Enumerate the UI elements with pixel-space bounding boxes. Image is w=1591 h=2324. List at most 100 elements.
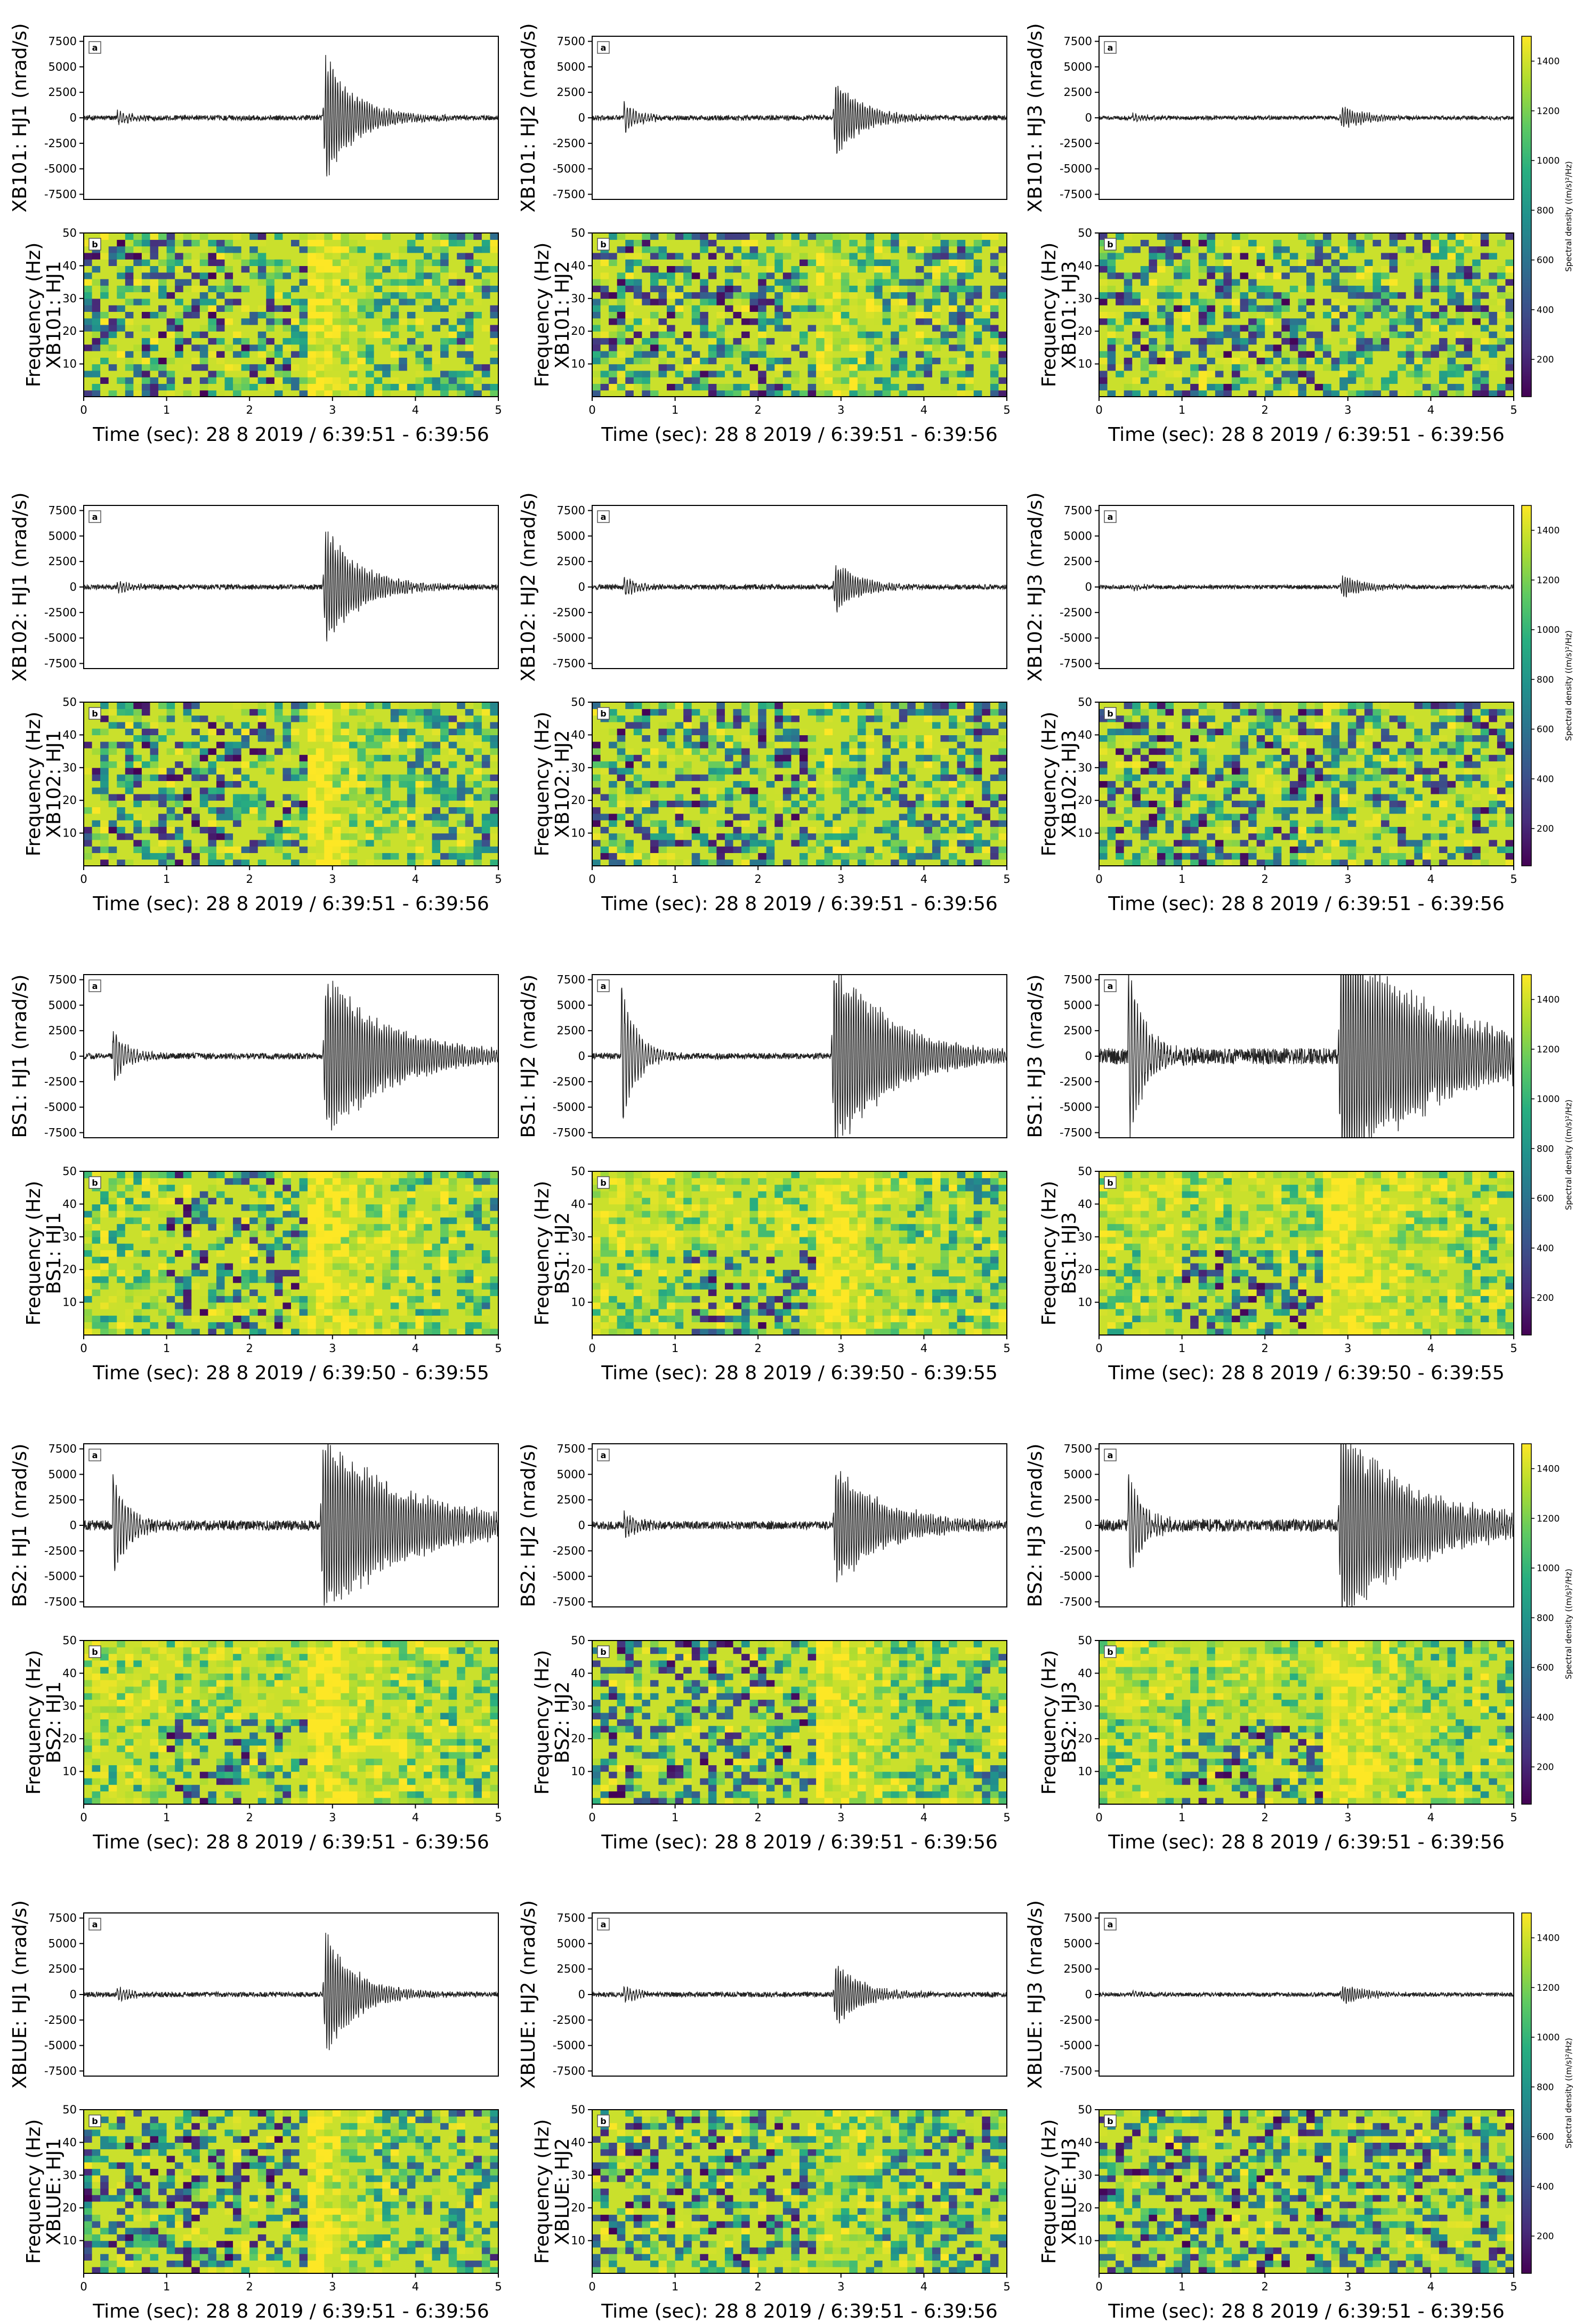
y-tick-label: 5000 xyxy=(49,529,77,542)
y-tick-label: 5000 xyxy=(557,1937,585,1950)
y-tick-label: 30 xyxy=(1078,292,1092,305)
panel-label-a: a xyxy=(601,981,607,991)
y-tick-label: 10 xyxy=(1078,1296,1092,1309)
y-tick-label: -7500 xyxy=(44,657,77,670)
y-tick-label: 50 xyxy=(571,696,585,709)
y-tick-label: 7500 xyxy=(1064,1912,1092,1925)
panel-label-b: b xyxy=(600,1647,606,1657)
colorbar-label: Spectral density ((m/s)²/Hz) xyxy=(1564,1569,1573,1679)
y-tick-label: 20 xyxy=(62,794,77,807)
x-tick-label: 5 xyxy=(1003,2280,1010,2293)
x-tick-label: 2 xyxy=(755,404,762,416)
y-tick-label: -2500 xyxy=(553,1075,585,1088)
spectrogram-ylabel-line1: Frequency (Hz) xyxy=(1038,243,1060,387)
spectrogram-axes-frame xyxy=(1099,1171,1514,1336)
colorbar-tick-label: 400 xyxy=(1537,1243,1554,1254)
time-xlabel: Time (sec): 28 8 2019 / 6:39:51 - 6:39:5… xyxy=(92,424,489,446)
colorbar-tick-label: 800 xyxy=(1537,1144,1554,1154)
y-tick-label: 40 xyxy=(62,259,77,272)
colorbar-label: Spectral density ((m/s)²/Hz) xyxy=(1564,1099,1573,1210)
spectrogram-ylabel-line2: XBLUE: HJ1 xyxy=(43,2138,65,2245)
spectrogram-heatmap xyxy=(1099,702,1514,866)
y-tick-label: 7500 xyxy=(1064,35,1092,48)
x-tick-label: 0 xyxy=(80,873,87,886)
y-tick-label: -7500 xyxy=(1060,2064,1092,2077)
x-tick-label: 0 xyxy=(80,2280,87,2293)
y-tick-label: -2500 xyxy=(44,1075,77,1088)
colorbar-gradient xyxy=(1521,505,1532,866)
panel-label-box xyxy=(597,238,610,251)
y-tick-label: -7500 xyxy=(1060,188,1092,200)
y-tick-label: 10 xyxy=(62,2234,77,2247)
x-tick-label: 4 xyxy=(412,1342,419,1355)
waveform-ylabel: BS2: HJ3 (nrad/s) xyxy=(1024,1444,1046,1607)
spectrogram-ylabel-line2: XB101: HJ1 xyxy=(43,261,65,368)
panel-label-box xyxy=(88,510,101,523)
panel-label-box xyxy=(1104,707,1117,720)
y-tick-label: 20 xyxy=(62,1732,77,1745)
waveform-ylabel: XBLUE: HJ1 (nrad/s) xyxy=(9,1900,31,2089)
time-xlabel: Time (sec): 28 8 2019 / 6:39:51 - 6:39:5… xyxy=(92,1831,489,1853)
y-tick-label: 50 xyxy=(571,1165,585,1178)
y-tick-label: -7500 xyxy=(1060,657,1092,670)
y-tick-label: 5000 xyxy=(557,529,585,542)
y-tick-label: 2500 xyxy=(49,1493,77,1506)
time-xlabel: Time (sec): 28 8 2019 / 6:39:51 - 6:39:5… xyxy=(92,2301,489,2322)
waveform-trace xyxy=(84,1933,498,2050)
x-tick-label: 1 xyxy=(1178,1811,1185,1824)
y-tick-label: 40 xyxy=(571,728,585,741)
spectrogram-axes-frame xyxy=(83,1171,499,1336)
x-tick-label: 1 xyxy=(1178,404,1185,416)
colorbar-tick-label: 1200 xyxy=(1537,1514,1560,1524)
y-tick-label: 0 xyxy=(1085,1988,1092,2001)
colorbar-tick-label: 1200 xyxy=(1537,1983,1560,1993)
x-tick-label: 5 xyxy=(1003,404,1010,416)
waveform-trace xyxy=(84,980,498,1131)
panel-label-b: b xyxy=(1107,709,1113,719)
y-tick-label: -5000 xyxy=(1060,1101,1092,1114)
y-tick-label: 10 xyxy=(62,1296,77,1309)
y-tick-label: 2500 xyxy=(557,555,585,568)
y-tick-label: 5000 xyxy=(1064,999,1092,1011)
x-tick-label: 1 xyxy=(1178,1342,1185,1355)
panel-label-box xyxy=(1104,1176,1117,1189)
colorbar-tick-label: 200 xyxy=(1537,1293,1554,1304)
x-tick-label: 1 xyxy=(1178,873,1185,886)
y-tick-label: 7500 xyxy=(557,35,585,48)
panel-label-box xyxy=(1104,2114,1117,2127)
y-tick-label: -5000 xyxy=(44,632,77,645)
x-tick-label: 0 xyxy=(1095,873,1102,886)
waveform-trace xyxy=(84,1444,498,1606)
y-tick-label: 30 xyxy=(62,2169,77,2182)
panel-label-a: a xyxy=(92,1450,98,1460)
colorbar-tick-label: 600 xyxy=(1537,725,1554,735)
y-tick-label: 10 xyxy=(571,827,585,840)
y-tick-label: 7500 xyxy=(49,35,77,48)
x-tick-label: 4 xyxy=(412,404,419,416)
spectrogram-ylabel-line1: Frequency (Hz) xyxy=(1038,1650,1060,1795)
spectrogram-heatmap xyxy=(592,2110,1007,2274)
colorbar-tick-label: 1400 xyxy=(1537,57,1560,67)
colorbar-tick-label: 600 xyxy=(1537,255,1554,266)
spectrogram-ylabel-line1: Frequency (Hz) xyxy=(531,1181,553,1325)
y-tick-label: 40 xyxy=(1078,2136,1092,2149)
panel-label-a: a xyxy=(92,981,98,991)
panel-label-b: b xyxy=(600,709,606,719)
spectrogram-ylabel-line2: BS1: HJ2 xyxy=(552,1212,574,1294)
spectrogram-heatmap xyxy=(592,702,1007,866)
y-tick-label: 20 xyxy=(571,1732,585,1745)
panel-label-b: b xyxy=(1107,239,1113,250)
spectrogram-axes-frame xyxy=(83,2109,499,2274)
time-xlabel: Time (sec): 28 8 2019 / 6:39:51 - 6:39:5… xyxy=(601,2301,998,2322)
waveform-trace xyxy=(1099,107,1514,128)
y-tick-label: 30 xyxy=(62,292,77,305)
waveform-trace xyxy=(592,565,1007,613)
panel-label-box xyxy=(88,707,101,720)
spectrogram-axes-frame xyxy=(1099,702,1514,866)
waveform-trace xyxy=(592,1966,1007,2024)
y-tick-label: 5000 xyxy=(49,999,77,1011)
y-tick-label: 0 xyxy=(70,581,77,593)
